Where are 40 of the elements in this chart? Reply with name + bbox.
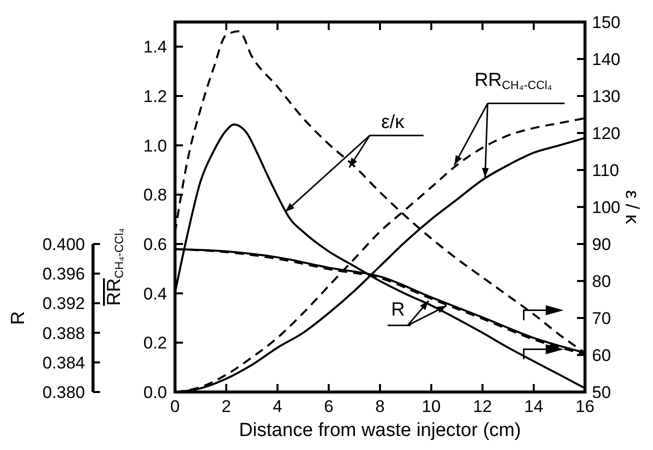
y2-tick-label: 60 — [592, 346, 611, 365]
y3-tick-label: 0.400 — [42, 234, 85, 254]
y-tick-label: 1.4 — [143, 38, 167, 57]
x-tick-label: 12 — [473, 397, 492, 416]
y2-tick-label: 150 — [592, 12, 620, 32]
y2-tick-label: 50 — [592, 382, 611, 402]
y2-tick-label: 110 — [592, 160, 620, 180]
y3-tick-label: 0.388 — [42, 324, 85, 343]
y-tick-label: 0.8 — [143, 186, 167, 205]
x-tick-label: 2 — [222, 397, 231, 416]
y2-tick-label: 80 — [592, 272, 611, 291]
y3-axis-title: R — [8, 311, 29, 325]
y-tick-label: 0.2 — [143, 334, 167, 353]
y3-tick-label: 0.392 — [42, 294, 85, 314]
y3-tick-label: 0.396 — [42, 264, 85, 284]
annotation: RR$_{CH₄-CCl₄}$ — [474, 70, 552, 92]
y-tick-label: 1.0 — [143, 136, 167, 156]
y3-tick-label: 0.384 — [42, 353, 85, 372]
y2-tick-label: 140 — [592, 50, 620, 69]
x-tick-label: 10 — [422, 397, 441, 416]
y2-tick-label: 130 — [592, 86, 620, 106]
y3-tick-label: 0.380 — [42, 382, 85, 402]
y2-axis-title: ε / κ — [621, 190, 642, 224]
x-axis-title: Distance from waste injector (cm) — [239, 420, 521, 441]
y2-tick-label: 90 — [592, 234, 611, 254]
y2-tick-label: 70 — [592, 308, 611, 328]
x-tick-label: 14 — [524, 397, 544, 416]
y-tick-label: 0.4 — [143, 284, 167, 304]
y2-tick-label: 100 — [592, 198, 620, 217]
x-tick-label: 4 — [272, 397, 282, 416]
y-tick-label: 1.2 — [143, 86, 167, 106]
annotation: R — [391, 300, 405, 321]
y-tick-label: 0.0 — [143, 382, 167, 402]
y2-tick-label: 120 — [592, 124, 620, 143]
x-tick-label: 6 — [324, 397, 334, 416]
x-tick-label: 16 — [576, 397, 594, 416]
y-tick-label: 0.6 — [143, 234, 167, 254]
annotation: ε/κ — [381, 112, 405, 134]
x-tick-label: 8 — [375, 397, 385, 416]
x-tick-label: 0 — [170, 397, 180, 416]
